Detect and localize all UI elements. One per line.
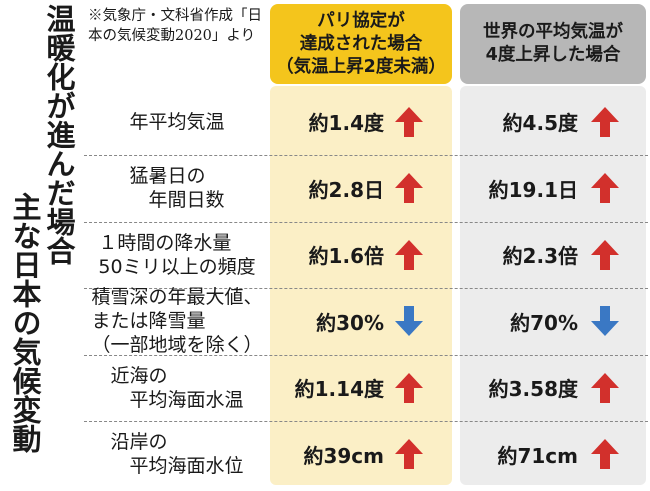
row-label: 積雪深の年最大値、 または降雪量 （一部地域を除く） <box>91 286 263 356</box>
header-paris-agreement: パリ協定が 達成された場合 （気温上昇2度未満） <box>270 4 452 84</box>
up-arrow-icon <box>591 106 619 137</box>
down-arrow-icon <box>591 306 619 336</box>
paris-value: 約2.8日 <box>308 177 384 202</box>
world-value: 約70% <box>510 310 578 335</box>
up-arrow-icon <box>591 372 619 403</box>
world-value: 約2.3倍 <box>502 244 578 268</box>
table-row: １時間の降水量 50ミリ以上の頻度 約1.6倍 約2.3倍 <box>84 221 648 289</box>
world-value: 約4.5度 <box>502 111 578 135</box>
up-arrow-icon <box>395 439 423 469</box>
header-paris-label: パリ協定が 達成された場合 （気温上昇2度未満） <box>276 10 446 77</box>
paris-value: 約30% <box>316 310 384 335</box>
world-value: 約19.1日 <box>488 177 578 202</box>
paris-column-background <box>270 86 452 485</box>
row-label: 年平均気温 <box>129 110 225 133</box>
chart-title: 温暖化が進んだ場合 主な日本の気候変動 <box>8 4 78 484</box>
up-arrow-icon <box>591 439 619 469</box>
paris-value: 約39cm <box>303 443 384 468</box>
row-label: 近海の 平均海面水温 <box>110 364 244 411</box>
header-plus-4-degrees: 世界の平均気温が 4度上昇した場合 <box>460 4 646 84</box>
table-row: 近海の 平均海面水温 約1.14度 約3.58度 <box>84 354 648 422</box>
up-arrow-icon <box>591 239 619 270</box>
row-label: 猛暑日の 年間日数 <box>129 165 225 211</box>
world-column-background <box>460 86 646 485</box>
paris-value: 約1.4度 <box>308 111 384 135</box>
paris-value: 約1.6倍 <box>308 244 384 268</box>
header-world-label: 世界の平均気温が 4度上昇した場合 <box>483 22 623 65</box>
table-row: 積雪深の年最大値、 または降雪量 （一部地域を除く） 約30% 約70% <box>84 286 648 356</box>
up-arrow-icon <box>395 372 423 403</box>
world-value: 約3.58度 <box>488 377 578 401</box>
title-line-1: 温暖化が進んだ場合 <box>42 4 76 265</box>
title-line-2: 主な日本の気候変動 <box>8 192 42 453</box>
up-arrow-icon <box>395 173 423 203</box>
down-arrow-icon <box>395 306 423 336</box>
world-value: 約71cm <box>497 443 578 468</box>
row-label: １時間の降水量 50ミリ以上の頻度 <box>98 231 256 278</box>
up-arrow-icon <box>591 173 619 203</box>
up-arrow-icon <box>395 106 423 137</box>
table-row: 沿岸の 平均海面水位 約39cm 約71cm <box>84 421 648 488</box>
row-label: 沿岸の 平均海面水位 <box>110 431 244 477</box>
paris-value: 約1.14度 <box>294 377 384 401</box>
table-row: 猛暑日の 年間日数 約2.8日 約19.1日 <box>84 155 648 223</box>
source-note: ※気象庁・文科省作成「日本の気候変動2020」より <box>88 8 262 44</box>
table-row: 年平均気温 約1.4度 約4.5度 <box>84 88 648 156</box>
up-arrow-icon <box>395 239 423 270</box>
